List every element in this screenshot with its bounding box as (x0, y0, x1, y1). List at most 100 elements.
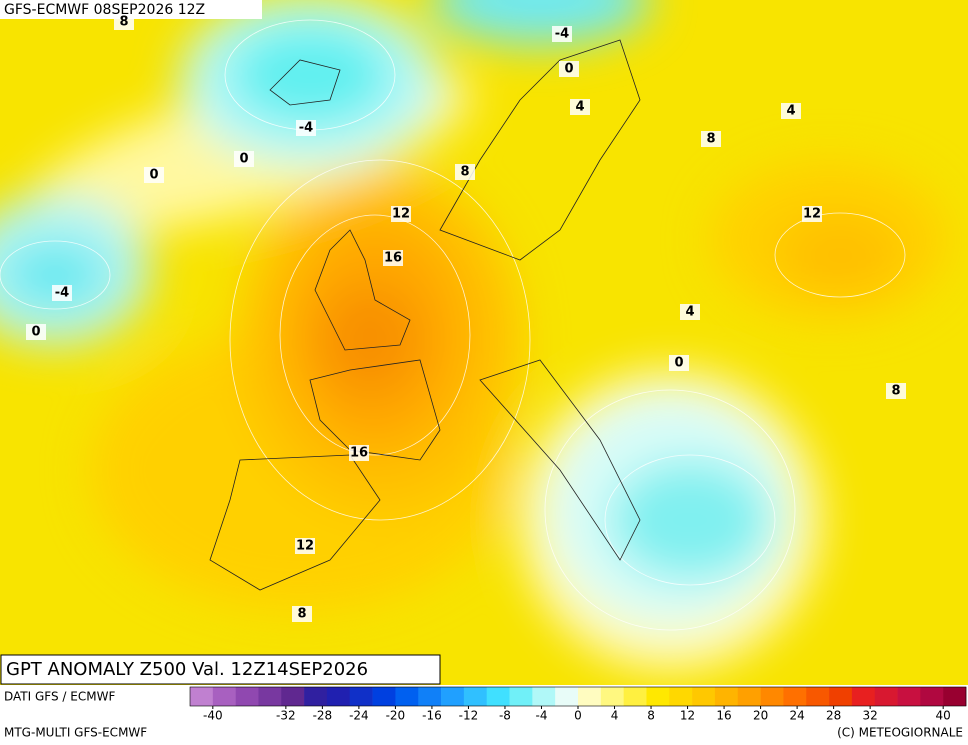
contour-label-bg (559, 61, 579, 77)
contour-label: 8 (706, 132, 715, 147)
colorbar-swatch (372, 687, 396, 706)
map-field (0, 0, 968, 685)
colorbar-tick-label: -24 (349, 709, 369, 723)
contour-label-bg (26, 324, 46, 340)
contour-label-bg (295, 538, 315, 554)
header-box (0, 0, 262, 19)
colorbar-swatch (714, 687, 739, 706)
source-label: DATI GFS / ECMWF (4, 690, 115, 704)
colorbar-swatch (806, 687, 830, 706)
colorbar-tick-label: 32 (863, 709, 878, 723)
contour-label: -4 (299, 121, 313, 136)
colorbar-swatch (669, 687, 693, 706)
contour-label: 16 (350, 446, 368, 461)
contour-label-bg (144, 167, 164, 183)
colorbar-swatch (829, 687, 853, 706)
colorbar-tick-label: -16 (422, 709, 442, 723)
colorbar-tick-label: 20 (753, 709, 768, 723)
contour-label: 4 (786, 104, 795, 119)
contour-label: 12 (392, 207, 410, 222)
contour-label-bg (349, 445, 369, 461)
colorbar-swatch (623, 687, 647, 706)
colorbar-swatch (441, 687, 465, 706)
colorbar-tick-label: -4 (535, 709, 547, 723)
colorbar-swatch (760, 687, 784, 706)
colorbar-swatch (600, 687, 624, 706)
model-label: MTG-MULTI GFS-ECMWF (4, 726, 147, 740)
contour-label: 0 (31, 325, 40, 340)
contour-label-bg (701, 131, 721, 147)
contour-label: 0 (564, 62, 573, 77)
colorbar-tick-label: 12 (680, 709, 695, 723)
colorbar-tick-label: -12 (459, 709, 479, 723)
colorbar-tick-label: -20 (386, 709, 406, 723)
copyright: (C) METEOGIORNALE (837, 726, 963, 740)
contour-label-bg (296, 120, 316, 136)
contour-label: 12 (803, 207, 821, 222)
colorbar-tick-label: 24 (789, 709, 804, 723)
contour-label-bg (802, 206, 822, 222)
colorbar-swatch (326, 687, 351, 706)
colorbar-swatch (692, 687, 716, 706)
colorbar-swatch (418, 687, 442, 706)
colorbar-tick-label: 8 (647, 709, 655, 723)
colorbar-swatch (486, 687, 510, 706)
colorbar-swatch (874, 687, 898, 706)
contour-label-bg (669, 355, 689, 371)
colorbar-tick-label: 4 (611, 709, 619, 723)
colorbar-swatch (851, 687, 876, 706)
contour-label-bg (292, 606, 312, 622)
colorbar-tick-label: -32 (276, 709, 296, 723)
colorbar-swatch (578, 687, 602, 706)
title-box (0, 654, 441, 685)
colorbar-swatch (943, 687, 967, 706)
contour-label: 0 (239, 152, 248, 167)
colorbar-swatch (212, 687, 236, 706)
colorbar-swatch (920, 687, 944, 706)
contour-label: 16 (384, 251, 402, 266)
colorbar-swatch (235, 687, 259, 706)
colorbar-swatch (532, 687, 556, 706)
contour-label-bg (570, 99, 590, 115)
contour-label: 4 (685, 305, 694, 320)
colorbar-tick-label: -8 (499, 709, 511, 723)
contour-label: 8 (119, 15, 128, 30)
contour-label: 0 (149, 168, 158, 183)
colorbar-swatch (190, 687, 214, 706)
contour-label: 4 (575, 100, 584, 115)
contour-label-bg (383, 250, 403, 266)
colorbar-swatch (258, 687, 282, 706)
colorbar-swatch (646, 687, 670, 706)
colorbar-swatch (463, 687, 488, 706)
colorbar-swatch (349, 687, 373, 706)
colorbar-swatch (555, 687, 579, 706)
contour-label: 8 (460, 165, 469, 180)
contour-label: 8 (891, 384, 900, 399)
contour-label: 12 (296, 539, 314, 554)
colorbar-swatch (737, 687, 761, 706)
colorbar-tick-label: -40 (203, 709, 223, 723)
colorbar-tick-label: -28 (313, 709, 333, 723)
colorbar-swatch (897, 687, 921, 706)
contour-label: 0 (674, 356, 683, 371)
colorbar-swatch (304, 687, 328, 706)
colorbar-tick-label: 28 (826, 709, 841, 723)
contour-label-bg (552, 26, 572, 42)
contour-label-bg (781, 103, 801, 119)
contour-label-bg (391, 206, 411, 222)
contour-label-bg (680, 304, 700, 320)
contour-label: 8 (297, 607, 306, 622)
colorbar-swatch (395, 687, 419, 706)
colorbar-tick-label: 16 (716, 709, 731, 723)
contour-label-bg (234, 151, 254, 167)
contour-label-bg (114, 14, 134, 30)
colorbar-swatch (281, 687, 305, 706)
contour-label: -4 (55, 286, 69, 301)
colorbar-swatch (509, 687, 533, 706)
contour-label: -4 (555, 27, 569, 42)
contour-label-bg (455, 164, 475, 180)
map-title: GPT ANOMALY Z500 Val. 12Z14SEP2026 (6, 659, 368, 680)
run-label: GFS-ECMWF 08SEP2026 12Z (4, 2, 205, 18)
colorbar-tick-label: 40 (936, 709, 951, 723)
